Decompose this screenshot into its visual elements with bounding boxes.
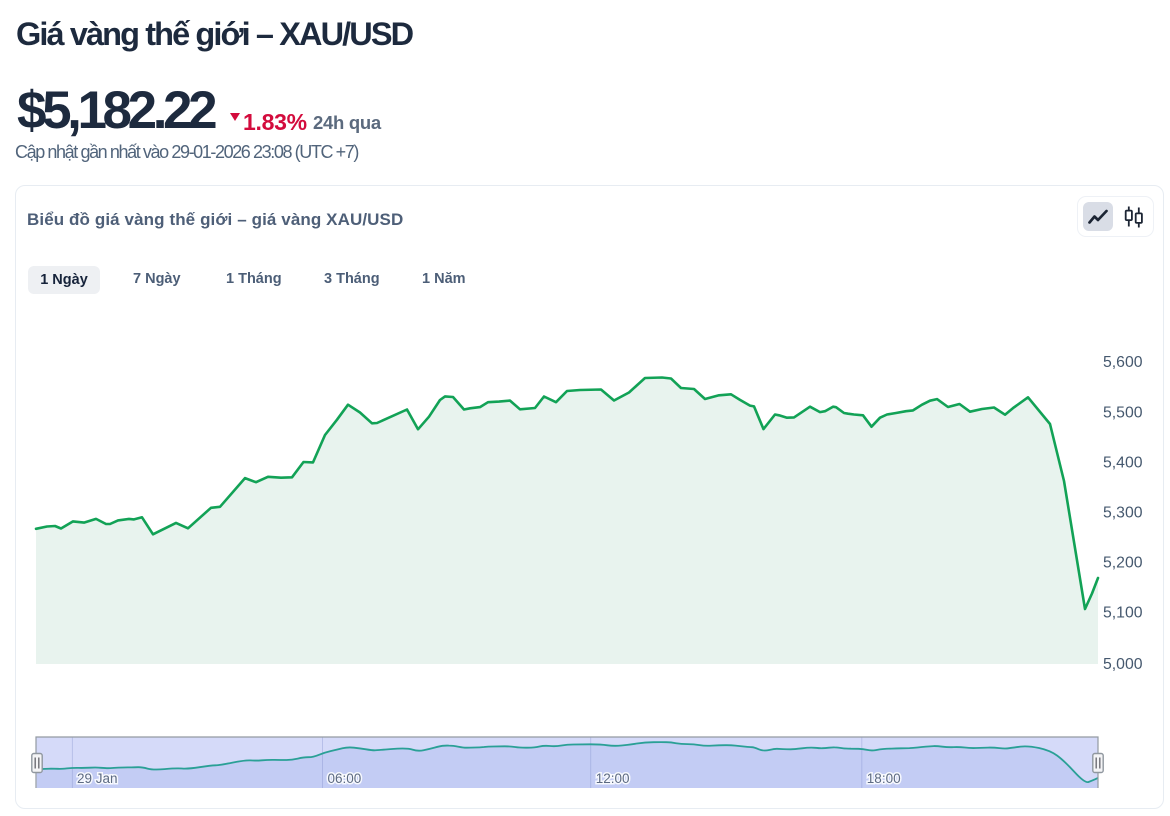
svg-text:5,500: 5,500: [1103, 405, 1143, 422]
svg-text:06:00: 06:00: [328, 771, 362, 786]
svg-text:18:00: 18:00: [867, 771, 901, 786]
svg-text:5,000: 5,000: [1103, 656, 1143, 673]
svg-text:12:00: 12:00: [596, 771, 630, 786]
svg-text:5,300: 5,300: [1103, 505, 1143, 522]
svg-text:5,400: 5,400: [1103, 455, 1143, 472]
svg-text:5,200: 5,200: [1103, 555, 1143, 572]
svg-text:5,600: 5,600: [1103, 354, 1143, 371]
svg-text:29 Jan: 29 Jan: [77, 771, 118, 786]
svg-text:5,100: 5,100: [1103, 605, 1143, 622]
